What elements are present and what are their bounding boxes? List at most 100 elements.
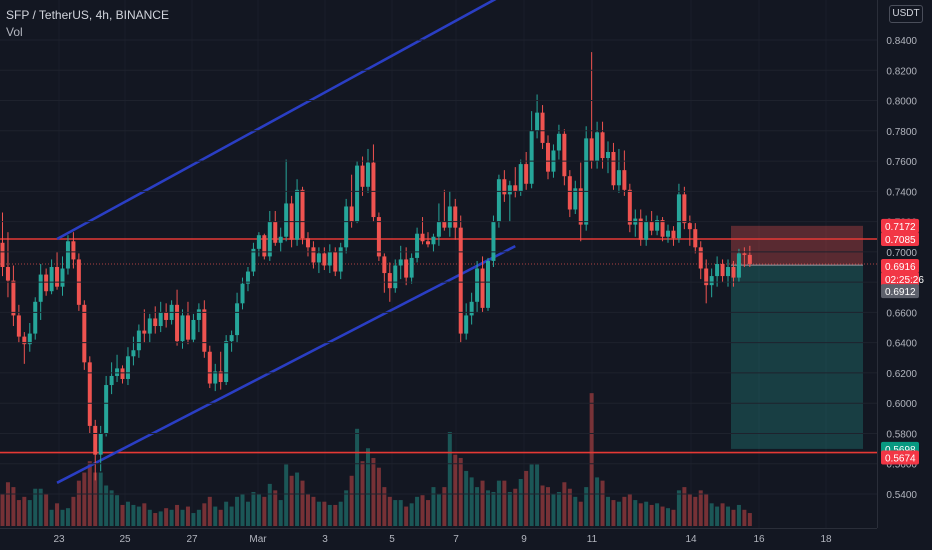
candle-body[interactable]: [355, 165, 360, 222]
candle-body[interactable]: [513, 185, 518, 192]
candle-body[interactable]: [644, 221, 649, 240]
candle-body[interactable]: [27, 333, 32, 345]
candle-body[interactable]: [371, 162, 376, 218]
candle-body[interactable]: [22, 336, 27, 345]
candle-body[interactable]: [0, 242, 5, 267]
candle-body[interactable]: [458, 227, 463, 334]
candle-body[interactable]: [267, 221, 272, 257]
candle-body[interactable]: [5, 267, 10, 281]
candle-body[interactable]: [480, 268, 485, 308]
candle-body[interactable]: [93, 425, 98, 455]
candle-body[interactable]: [687, 223, 692, 230]
candle-body[interactable]: [436, 221, 441, 237]
candle-body[interactable]: [327, 251, 332, 266]
candle-body[interactable]: [175, 304, 180, 342]
candle-body[interactable]: [376, 217, 381, 257]
candle-body[interactable]: [382, 256, 387, 274]
candle-body[interactable]: [491, 221, 496, 261]
candle-body[interactable]: [507, 185, 512, 195]
candle-body[interactable]: [556, 133, 561, 151]
candle-body[interactable]: [147, 318, 152, 334]
candle-body[interactable]: [322, 253, 327, 266]
candle-body[interactable]: [164, 312, 169, 320]
candle-body[interactable]: [485, 260, 490, 308]
candle-body[interactable]: [33, 301, 38, 334]
candle-body[interactable]: [387, 273, 392, 289]
candle-body[interactable]: [742, 253, 747, 255]
candle-body[interactable]: [284, 203, 289, 237]
candle-body[interactable]: [235, 303, 240, 336]
candle-body[interactable]: [196, 309, 201, 320]
candle-body[interactable]: [638, 218, 643, 240]
candle-body[interactable]: [338, 247, 343, 272]
candle-body[interactable]: [606, 151, 611, 159]
candle-body[interactable]: [627, 189, 632, 225]
candle-body[interactable]: [747, 254, 752, 264]
candle-body[interactable]: [229, 335, 234, 342]
candle-body[interactable]: [475, 268, 480, 302]
position-stop-zone[interactable]: [731, 225, 863, 266]
currency-button[interactable]: USDT: [889, 5, 923, 23]
candle-body[interactable]: [131, 350, 136, 357]
candle-body[interactable]: [393, 265, 398, 289]
symbol-title[interactable]: SFP / TetherUS, 4h, BINANCE: [6, 8, 169, 22]
candle-body[interactable]: [704, 268, 709, 286]
candle-body[interactable]: [529, 130, 534, 184]
candle-body[interactable]: [207, 351, 212, 384]
candle-body[interactable]: [573, 188, 578, 210]
candle-body[interactable]: [245, 271, 250, 284]
candle-body[interactable]: [273, 221, 278, 243]
candle-body[interactable]: [360, 165, 365, 187]
candle-body[interactable]: [649, 221, 654, 231]
candle-body[interactable]: [120, 368, 125, 379]
candle-body[interactable]: [49, 267, 54, 292]
candle-body[interactable]: [104, 385, 109, 434]
candle-body[interactable]: [622, 170, 627, 190]
candle-body[interactable]: [38, 274, 43, 302]
candle-body[interactable]: [698, 247, 703, 269]
candle-body[interactable]: [295, 189, 300, 240]
candle-body[interactable]: [398, 259, 403, 266]
candle-body[interactable]: [71, 241, 76, 260]
candle-body[interactable]: [415, 233, 420, 258]
candle-body[interactable]: [496, 179, 501, 222]
candle-body[interactable]: [425, 241, 430, 245]
candle-body[interactable]: [589, 138, 594, 162]
candle-body[interactable]: [535, 112, 540, 131]
candle-body[interactable]: [464, 315, 469, 334]
candle-body[interactable]: [562, 133, 567, 177]
candle-body[interactable]: [251, 248, 256, 272]
candle-body[interactable]: [453, 206, 458, 228]
candle-body[interactable]: [502, 179, 507, 195]
candle-body[interactable]: [584, 138, 589, 225]
candle-body[interactable]: [655, 220, 660, 231]
candle-body[interactable]: [316, 253, 321, 263]
candle-body[interactable]: [660, 220, 665, 237]
candle-body[interactable]: [109, 375, 114, 386]
candle-body[interactable]: [125, 356, 130, 379]
candle-body[interactable]: [185, 315, 190, 340]
candle-body[interactable]: [676, 194, 681, 239]
candle-body[interactable]: [191, 319, 196, 340]
candle-body[interactable]: [256, 235, 261, 249]
candle-body[interactable]: [349, 206, 354, 222]
candle-body[interactable]: [524, 164, 529, 184]
candle-body[interactable]: [16, 315, 21, 337]
candle-body[interactable]: [87, 362, 92, 426]
volume-indicator-label[interactable]: Vol: [6, 25, 23, 39]
candle-body[interactable]: [720, 263, 725, 277]
candle-body[interactable]: [693, 229, 698, 248]
candle-body[interactable]: [305, 238, 310, 248]
candle-body[interactable]: [682, 194, 687, 224]
candle-body[interactable]: [65, 241, 70, 269]
candle-body[interactable]: [142, 330, 147, 334]
candle-body[interactable]: [11, 280, 16, 316]
candle-body[interactable]: [726, 267, 731, 277]
candle-body[interactable]: [213, 371, 218, 384]
candle-body[interactable]: [567, 176, 572, 210]
position-target-zone[interactable]: [731, 265, 863, 449]
candle-body[interactable]: [469, 301, 474, 316]
candle-body[interactable]: [540, 112, 545, 143]
candle-body[interactable]: [611, 151, 616, 186]
